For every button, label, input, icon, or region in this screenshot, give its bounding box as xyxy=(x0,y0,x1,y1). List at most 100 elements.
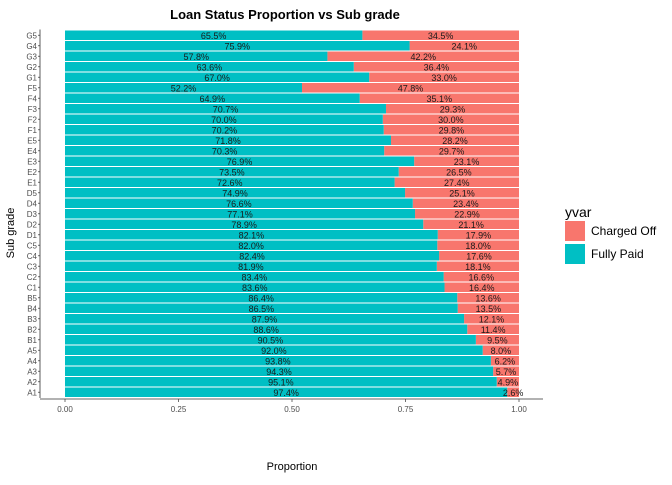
bar-fully-paid-f4 xyxy=(65,93,360,103)
y-tick-label-e2: E2 xyxy=(27,168,37,177)
data-label-charged-off-e1: 27.4% xyxy=(444,178,470,188)
bar-fully-paid-e2 xyxy=(65,167,399,177)
data-label-charged-off-e4: 29.7% xyxy=(439,146,465,156)
y-tick-label-b4: B4 xyxy=(27,304,37,313)
data-label-charged-off-g4: 24.1% xyxy=(452,41,478,51)
data-label-charged-off-f4: 35.1% xyxy=(427,94,453,104)
bar-fully-paid-b1 xyxy=(65,335,476,345)
bar-charged-off-g5 xyxy=(362,30,519,40)
y-tick-label-d5: D5 xyxy=(27,189,38,198)
y-tick-label-a2: A2 xyxy=(27,378,37,387)
data-label-charged-off-b2: 11.4% xyxy=(481,325,506,335)
y-tick-label-a4: A4 xyxy=(27,357,37,366)
y-tick-label-d1: D1 xyxy=(27,231,38,240)
data-label-charged-off-a3: 5.7% xyxy=(496,367,517,377)
y-tick-label-f3: F3 xyxy=(28,105,38,114)
bar-fully-paid-d2 xyxy=(65,219,424,229)
data-label-fully-paid-b2: 88.6% xyxy=(253,325,279,335)
data-label-charged-off-c4: 17.6% xyxy=(466,251,492,261)
data-label-fully-paid-b1: 90.5% xyxy=(258,335,284,345)
y-tick-label-e5: E5 xyxy=(27,136,37,145)
bar-fully-paid-b4 xyxy=(65,303,458,313)
bar-fully-paid-e4 xyxy=(65,146,385,156)
data-label-fully-paid-e5: 71.8% xyxy=(215,136,241,146)
data-label-fully-paid-g2: 63.6% xyxy=(197,62,223,72)
bar-charged-off-a3 xyxy=(493,366,519,376)
data-label-fully-paid-d2: 78.9% xyxy=(231,220,257,230)
bar-charged-off-c2 xyxy=(443,272,519,282)
data-label-fully-paid-g5: 65.5% xyxy=(201,31,227,41)
data-label-charged-off-g1: 33.0% xyxy=(431,73,457,83)
bar-fully-paid-c3 xyxy=(65,261,437,271)
y-tick-label-f5: F5 xyxy=(28,84,38,93)
y-tick-label-b3: B3 xyxy=(27,315,37,324)
data-label-charged-off-d2: 21.1% xyxy=(458,220,484,230)
data-label-fully-paid-g4: 75.9% xyxy=(225,41,251,51)
legend-title: yvar xyxy=(565,204,592,220)
data-label-fully-paid-b4: 86.5% xyxy=(249,304,275,314)
data-label-fully-paid-a1: 97.4% xyxy=(273,388,299,398)
bar-charged-off-b3 xyxy=(464,314,519,324)
y-tick-label-a1: A1 xyxy=(27,388,37,397)
y-tick-label-f1: F1 xyxy=(28,126,38,135)
legend-label-charged-off: Charged Off xyxy=(591,224,657,238)
bar-fully-paid-a4 xyxy=(65,356,491,366)
data-label-fully-paid-d5: 74.9% xyxy=(222,188,248,198)
data-label-fully-paid-c5: 82.0% xyxy=(238,241,264,251)
data-label-fully-paid-e3: 76.9% xyxy=(227,157,253,167)
legend-swatch-fully-paid xyxy=(565,244,585,264)
data-label-fully-paid-c1: 83.6% xyxy=(242,283,268,293)
y-tick-label-b2: B2 xyxy=(27,325,37,334)
data-label-charged-off-d3: 22.9% xyxy=(454,209,480,219)
bar-fully-paid-f5 xyxy=(65,83,302,93)
data-label-charged-off-g2: 36.4% xyxy=(424,62,450,72)
x-tick-label-1: 0.25 xyxy=(171,405,187,414)
bar-fully-paid-c1 xyxy=(65,282,445,292)
bar-charged-off-e5 xyxy=(390,135,519,145)
data-label-charged-off-b5: 13.6% xyxy=(475,293,501,303)
y-tick-label-b1: B1 xyxy=(27,336,37,345)
bar-charged-off-g2 xyxy=(353,62,519,72)
bar-fully-paid-c4 xyxy=(65,251,440,261)
data-label-fully-paid-e4: 70.3% xyxy=(212,146,238,156)
x-tick-label-2: 0.50 xyxy=(284,405,300,414)
data-label-charged-off-b1: 9.5% xyxy=(487,335,508,345)
bar-charged-off-d2 xyxy=(423,219,519,229)
y-tick-label-a5: A5 xyxy=(27,346,37,355)
x-tick-label-3: 0.75 xyxy=(398,405,414,414)
bar-charged-off-e3 xyxy=(414,156,519,166)
data-label-charged-off-g3: 42.2% xyxy=(410,52,436,62)
legend-label-fully-paid: Fully Paid xyxy=(591,247,644,261)
bar-fully-paid-d4 xyxy=(65,198,413,208)
data-label-fully-paid-d1: 82.1% xyxy=(239,230,265,240)
bar-charged-off-c3 xyxy=(436,261,519,271)
bar-fully-paid-g2 xyxy=(65,62,354,72)
bar-fully-paid-b2 xyxy=(65,324,468,334)
bar-charged-off-c4 xyxy=(439,251,519,261)
data-label-fully-paid-f4: 64.9% xyxy=(200,94,226,104)
bar-charged-off-e1 xyxy=(394,177,519,187)
bar-fully-paid-f1 xyxy=(65,125,384,135)
bar-fully-paid-d3 xyxy=(65,209,416,219)
data-label-charged-off-e3: 23.1% xyxy=(454,157,480,167)
bar-charged-off-g1 xyxy=(369,72,519,82)
bar-charged-off-d1 xyxy=(437,230,519,240)
data-label-fully-paid-d3: 77.1% xyxy=(227,209,253,219)
data-label-fully-paid-c2: 83.4% xyxy=(242,272,268,282)
data-label-fully-paid-b3: 87.9% xyxy=(252,314,278,324)
bar-charged-off-b1 xyxy=(475,335,519,345)
y-tick-label-c3: C3 xyxy=(27,262,38,271)
legend: yvar Charged Off Fully Paid xyxy=(565,204,657,264)
y-axis-title: Sub grade xyxy=(5,208,17,259)
data-label-fully-paid-f2: 70.0% xyxy=(211,115,237,125)
y-tick-label-d3: D3 xyxy=(27,210,38,219)
y-tick-label-g1: G1 xyxy=(26,73,37,82)
y-tick-label-c1: C1 xyxy=(27,283,38,292)
bar-fully-paid-e5 xyxy=(65,135,391,145)
bar-fully-paid-f2 xyxy=(65,114,383,124)
y-tick-label-g2: G2 xyxy=(26,63,37,72)
y-tick-label-a3: A3 xyxy=(27,367,37,376)
